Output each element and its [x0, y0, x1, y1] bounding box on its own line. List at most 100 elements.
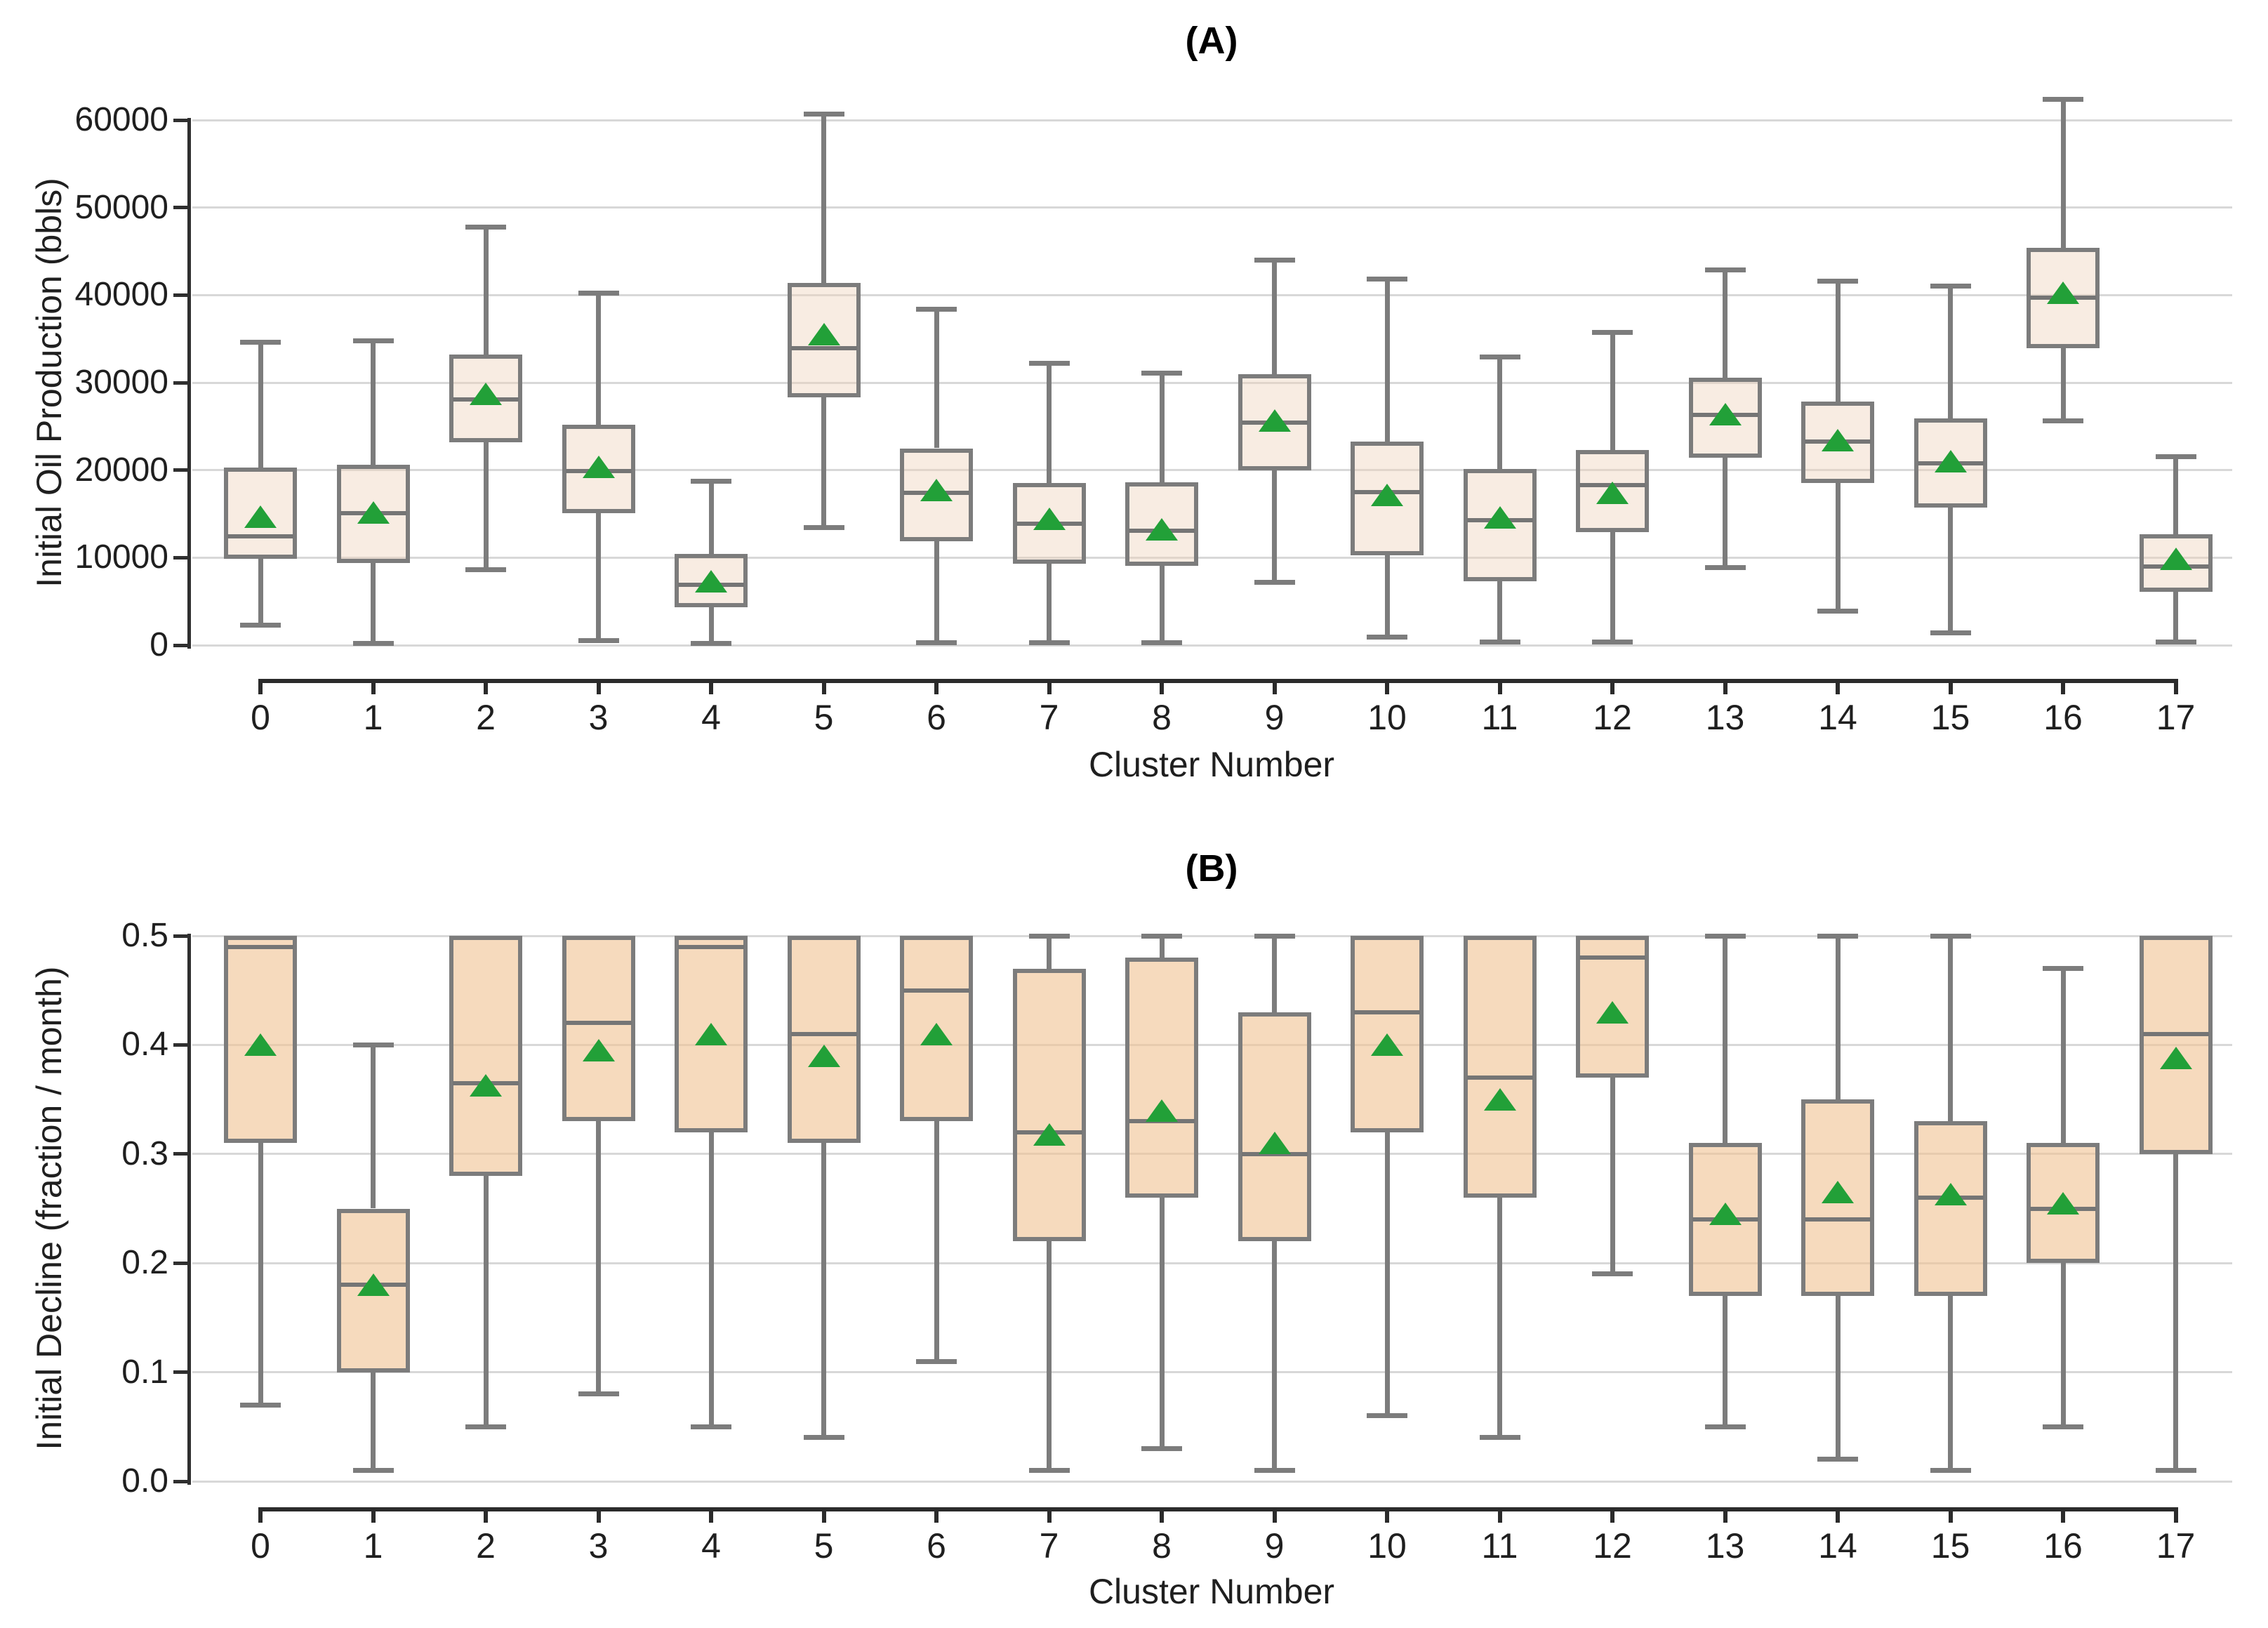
mean-triangle-up-icon: [695, 569, 727, 593]
y-axis-tick-label: 0.1: [121, 1353, 168, 1391]
x-axis-tick-label: 4: [701, 1526, 721, 1566]
lower-whisker: [1723, 458, 1727, 568]
x-axis-tick-label: 12: [1593, 1526, 1632, 1566]
x-axis-tick-label: 12: [1593, 698, 1632, 737]
x-axis-tick-label: 2: [476, 1526, 496, 1566]
lower-whisker-cap: [2155, 639, 2196, 644]
x-axis-tick-label: 11: [1481, 1526, 1518, 1566]
mean-triangle-up-icon: [244, 1033, 277, 1057]
x-axis-tick: [709, 679, 713, 694]
box: [1012, 968, 1086, 1242]
upper-whisker-cap: [803, 111, 844, 117]
x-axis-tick: [596, 679, 601, 694]
x-axis-tick: [934, 679, 939, 694]
mean-triangle-up-icon: [1934, 1183, 1967, 1206]
box: [1125, 482, 1198, 566]
x-axis-tick: [1948, 1507, 1953, 1523]
upper-whisker-cap: [352, 1042, 394, 1047]
lower-whisker-cap: [465, 1424, 506, 1429]
y-axis-tick-label: 60000: [74, 101, 168, 138]
mean-triangle-up-icon: [582, 455, 615, 478]
upper-whisker-cap: [1028, 361, 1070, 366]
y-axis-tick-label: 20000: [74, 451, 168, 489]
lower-whisker: [1384, 555, 1390, 637]
x-axis-tick-label: 3: [588, 698, 609, 737]
mean-triangle-up-icon: [1934, 450, 1967, 473]
lower-whisker: [708, 607, 714, 644]
y-axis-tick: [173, 206, 187, 210]
lower-whisker: [371, 1372, 376, 1471]
mean-triangle-up-icon: [1258, 1132, 1291, 1155]
mean-triangle-up-icon: [1483, 1088, 1516, 1111]
median-line: [227, 534, 293, 539]
upper-whisker: [371, 1045, 376, 1209]
upper-whisker-cap: [352, 338, 394, 343]
x-axis-tick-label: 10: [1367, 698, 1407, 737]
upper-whisker-cap: [2155, 454, 2196, 460]
lower-whisker: [2060, 1263, 2066, 1427]
y-axis-tick-label: 0: [150, 626, 168, 663]
mean-triangle-up-icon: [920, 479, 953, 502]
x-axis-tick-label: 7: [1039, 1526, 1059, 1566]
lower-whisker: [821, 397, 826, 528]
upper-whisker: [2060, 99, 2066, 248]
lower-whisker-cap: [1930, 630, 1971, 636]
lower-whisker-cap: [803, 1435, 844, 1441]
upper-whisker: [2060, 968, 2066, 1144]
x-axis-tick: [821, 679, 826, 694]
x-axis-tick: [371, 1507, 376, 1523]
upper-whisker-cap: [2043, 96, 2083, 102]
x-axis-tick-label: 5: [814, 1526, 834, 1566]
lower-whisker: [1047, 564, 1052, 643]
upper-whisker: [1047, 363, 1052, 484]
mean-triangle-up-icon: [1146, 518, 1178, 541]
x-axis-tick: [1610, 679, 1614, 694]
upper-whisker: [1047, 936, 1052, 969]
mean-triangle-up-icon: [1033, 1123, 1066, 1146]
y-axis-tick-label: 0.0: [121, 1462, 168, 1500]
x-axis-tick-label: 17: [2156, 1526, 2196, 1566]
panel-b-x-axis-label: Cluster Number: [1088, 1572, 1335, 1611]
x-axis-tick-label: 1: [363, 1526, 383, 1566]
lower-whisker-cap: [1367, 1413, 1407, 1419]
y-axis-tick-label: 40000: [74, 276, 168, 314]
x-axis-tick: [1948, 679, 1953, 694]
x-axis-tick-label: 2: [476, 698, 496, 737]
x-axis-tick-label: 0: [251, 698, 270, 737]
y-axis-tick-label: 10000: [74, 538, 168, 576]
lower-whisker-cap: [240, 1402, 281, 1408]
lower-whisker-cap: [691, 1424, 731, 1429]
lower-whisker-cap: [2043, 418, 2083, 424]
x-axis-tick-label: 4: [701, 698, 721, 737]
y-axis-tick: [173, 643, 187, 647]
x-axis-tick: [1272, 1507, 1277, 1523]
lower-whisker: [1047, 1241, 1052, 1471]
lower-whisker-cap: [1141, 640, 1182, 645]
upper-whisker: [258, 342, 263, 468]
x-axis-tick: [1610, 1507, 1614, 1523]
y-axis-tick-label: 0.2: [121, 1244, 168, 1282]
box: [675, 554, 748, 608]
x-axis-tick: [484, 679, 488, 694]
mean-triangle-up-icon: [582, 1039, 615, 1062]
upper-whisker-cap: [1254, 257, 1295, 263]
median-line: [790, 1031, 857, 1036]
lower-whisker-cap: [240, 622, 281, 628]
x-axis-tick: [258, 1507, 263, 1523]
box: [675, 936, 748, 1132]
median-line: [1579, 955, 1645, 960]
x-axis-tick: [1723, 679, 1727, 694]
x-axis-tick: [2173, 679, 2178, 694]
mean-triangle-up-icon: [2047, 281, 2079, 304]
x-axis-tick-label: 15: [1930, 1526, 1970, 1566]
lower-whisker-cap: [691, 641, 731, 646]
lower-whisker: [1610, 1078, 1615, 1274]
lower-whisker: [821, 1143, 826, 1438]
x-axis-tick-label: 6: [927, 1526, 946, 1566]
upper-whisker: [1723, 270, 1727, 378]
gridline: [192, 293, 2232, 296]
lower-whisker-cap: [465, 567, 506, 573]
median-line: [565, 1021, 632, 1026]
mean-triangle-up-icon: [807, 323, 840, 346]
